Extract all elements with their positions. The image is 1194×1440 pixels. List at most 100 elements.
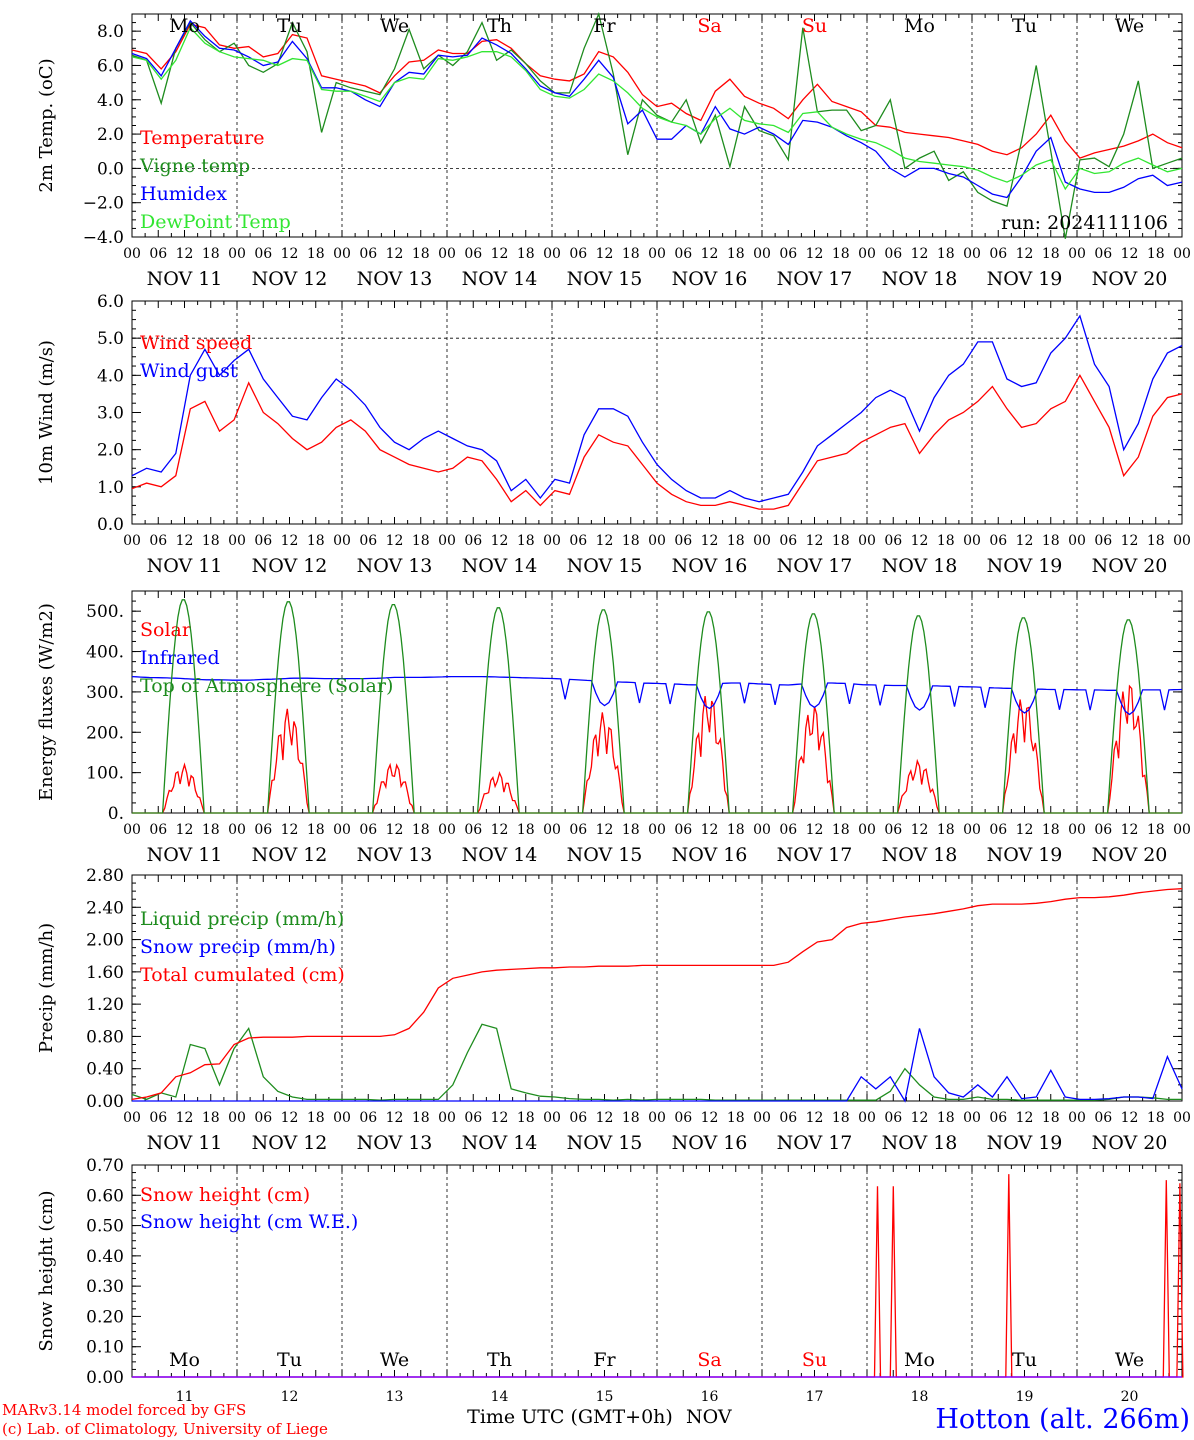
x-hour-label: 06	[1094, 246, 1112, 262]
x-hour-label: 06	[674, 533, 692, 549]
y-tick-label: 500.	[86, 602, 124, 622]
legend-entry: Snow precip (mm/h)	[140, 936, 336, 958]
x-hour-label: 18	[307, 822, 325, 838]
x-hour-label: 06	[1094, 822, 1112, 838]
y-tick-label: 2.40	[86, 898, 124, 918]
x-hour-label: 18	[307, 533, 325, 549]
x-hour-label: 12	[281, 533, 299, 549]
x-hour-label: 00	[858, 533, 876, 549]
x-hour-label: 12	[491, 533, 509, 549]
x-hour-label: 12	[911, 1110, 929, 1126]
weekday-label-top: Fr	[593, 15, 616, 37]
day-number-label: 20	[1121, 1389, 1139, 1405]
x-hour-label: 18	[937, 1110, 955, 1126]
y-tick-label: 0.0	[97, 515, 124, 535]
x-day-label: NOV 12	[252, 1132, 328, 1154]
x-hour-label: 18	[727, 533, 745, 549]
panel-snow: 0.00 0.10 0.20 0.30 0.40 0.50 0.60 0.70 Snow hei…	[36, 1156, 1184, 1388]
station-name: Hotton (alt. 266m)	[935, 1404, 1190, 1435]
y-tick-label: 300.	[86, 683, 124, 703]
x-hour-label: 18	[517, 822, 535, 838]
x-hour-label: 00	[543, 246, 561, 262]
weekday-label-top: Tu	[1012, 15, 1037, 37]
x-hour-label: 06	[1094, 1110, 1112, 1126]
weekday-label-top: Sa	[697, 15, 721, 37]
x-hour-label: 12	[1016, 822, 1034, 838]
x-hour-label: 00	[858, 1110, 876, 1126]
x-hour-label: 00	[123, 822, 141, 838]
x-hour-label: 00	[228, 533, 246, 549]
x-hour-label: 18	[937, 533, 955, 549]
y-tick-label: −2.0	[83, 194, 124, 214]
weekday-label-bottom: Mo	[904, 1349, 935, 1371]
x-hour-label: 18	[1042, 533, 1060, 549]
x-hour-label: 12	[1016, 246, 1034, 262]
x-hour-label: 18	[202, 1110, 220, 1126]
x-day-label: NOV 19	[987, 555, 1063, 577]
y-axis-label: Snow height (cm)	[36, 1190, 57, 1351]
x-hour-label: 12	[1121, 1110, 1139, 1126]
x-hour-label: 06	[569, 822, 587, 838]
weekday-label-bottom: Fr	[593, 1349, 616, 1371]
weekday-label-bottom: Th	[487, 1349, 512, 1371]
x-hour-label: 06	[779, 822, 797, 838]
x-hour-label: 18	[1042, 246, 1060, 262]
x-day-label: NOV 14	[462, 1132, 538, 1154]
x-hour-label: 12	[176, 1110, 194, 1126]
x-day-label: NOV 13	[357, 268, 433, 290]
x-hour-label: 18	[622, 246, 640, 262]
x-hour-label: 18	[202, 822, 220, 838]
x-day-label: NOV 13	[357, 555, 433, 577]
x-hour-label: 06	[254, 533, 272, 549]
x-hour-label: 18	[202, 246, 220, 262]
x-day-label: NOV 11	[147, 1132, 223, 1154]
x-day-label: NOV 17	[777, 268, 853, 290]
x-hour-label: 00	[543, 822, 561, 838]
y-axis-label: Precip (mm/h)	[36, 923, 57, 1053]
x-day-label: NOV 16	[672, 555, 748, 577]
x-hour-label: 12	[386, 1110, 404, 1126]
x-day-label: NOV 20	[1092, 844, 1168, 866]
y-tick-label: 0.10	[86, 1338, 124, 1358]
weekday-label-bottom: Su	[802, 1349, 827, 1371]
x-hour-label: 18	[622, 533, 640, 549]
y-tick-label: 0.30	[86, 1277, 124, 1297]
x-hour-label: 18	[727, 1110, 745, 1126]
y-tick-label: −4.0	[83, 228, 124, 248]
x-hour-label: 00	[753, 822, 771, 838]
x-hour-label: 06	[779, 533, 797, 549]
x-hour-label: 18	[727, 822, 745, 838]
x-day-label: NOV 13	[357, 1132, 433, 1154]
x-hour-label: 12	[701, 533, 719, 549]
x-hour-label: 18	[832, 822, 850, 838]
x-hour-label: 06	[464, 246, 482, 262]
legend-entry: Temperature	[140, 127, 264, 149]
y-tick-label: 4.0	[97, 366, 124, 386]
series-line-wind-speed	[131, 373, 1183, 510]
x-day-label: NOV 19	[987, 844, 1063, 866]
x-hour-label: 12	[491, 246, 509, 262]
x-hour-label: 06	[884, 1110, 902, 1126]
x-day-label: NOV 11	[147, 844, 223, 866]
x-hour-label: 06	[464, 1110, 482, 1126]
y-tick-label: 2.80	[86, 866, 124, 886]
series-line-humidex	[131, 19, 1183, 199]
y-tick-label: 1.20	[86, 995, 124, 1015]
x-hour-label: 06	[884, 533, 902, 549]
x-hour-label: 18	[517, 246, 535, 262]
day-number-label: 16	[701, 1389, 719, 1405]
x-hour-label: 18	[1042, 1110, 1060, 1126]
x-hour-label: 12	[701, 1110, 719, 1126]
x-day-label: NOV 15	[567, 1132, 643, 1154]
x-hour-label: 06	[989, 822, 1007, 838]
legend-entry: Snow height (cm)	[140, 1184, 310, 1206]
x-hour-label: 00	[228, 822, 246, 838]
x-hour-label: 00	[543, 533, 561, 549]
x-hour-label: 00	[333, 246, 351, 262]
x-hour-label: 12	[701, 246, 719, 262]
x-hour-label: 06	[149, 246, 167, 262]
x-hour-label: 00	[1068, 1110, 1086, 1126]
weekday-label-top: Th	[487, 15, 512, 37]
x-hour-label: 06	[359, 1110, 377, 1126]
